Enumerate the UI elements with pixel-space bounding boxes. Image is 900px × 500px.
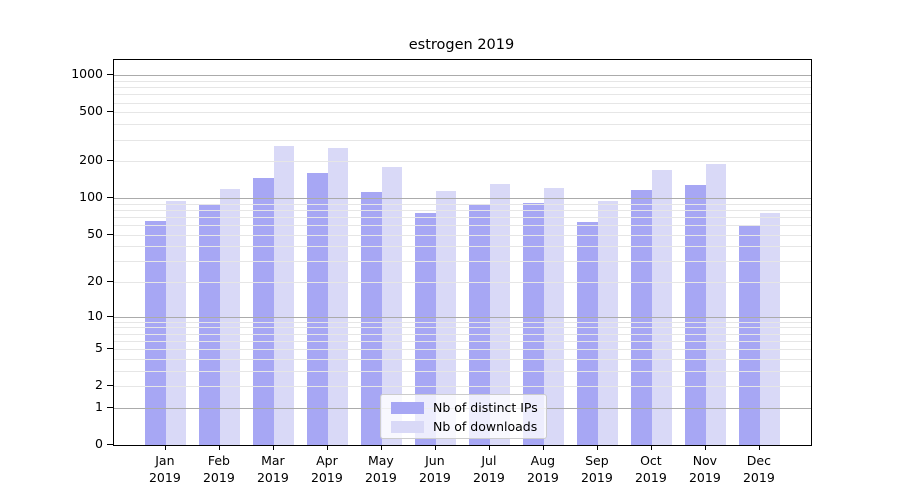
legend: Nb of distinct IPs Nb of downloads [380,394,547,439]
bar-downloads-mar [273,146,295,445]
bar-downloads-jun [435,191,457,445]
x-tick-label-mar: Mar 2019 [256,453,289,485]
bar-ips-oct [631,190,652,445]
y-tick-label-500: 500 [79,103,103,119]
x-tick-nov [704,445,706,450]
y-tick-label-1000: 1000 [71,66,103,82]
legend-label-downloads: Nb of downloads [433,419,538,434]
bar-ips-aug [523,202,544,445]
legend-row-downloads: Nb of downloads [391,419,546,435]
y-tick-2 [107,385,113,387]
x-tick-jul [488,445,490,450]
legend-row-distinct-ips: Nb of distinct IPs [391,400,546,416]
y-tick-10 [107,315,113,317]
legend-swatch-downloads [391,421,424,433]
bar-ips-apr [307,173,328,445]
x-tick-label-nov: Nov 2019 [688,453,721,485]
chart-title: estrogen 2019 [408,37,515,53]
x-tick-label-apr: Apr 2019 [310,453,343,485]
x-tick-oct [650,445,652,450]
x-tick-label-may: May 2019 [364,453,397,485]
y-tick-label-0: 0 [95,436,103,451]
x-tick-label-jan: Jan 2019 [148,453,181,485]
bar-ips-jul [469,204,490,445]
bar-downloads-apr [327,148,349,445]
y-tick-label-200: 200 [79,152,103,168]
y-tick-label-2: 2 [95,377,103,393]
y-tick-label-20: 20 [87,273,103,289]
x-tick-label-jun: Jun 2019 [418,453,451,485]
y-tick-label-1: 1 [95,398,103,414]
bar-ips-dec [739,225,760,445]
x-tick-label-aug: Aug 2019 [526,453,559,485]
y-tick-label-50: 50 [87,225,103,241]
bar-ips-may [361,192,382,445]
bar-downloads-sep [597,200,619,445]
plot-area: Nb of distinct IPs Nb of downloads [113,59,812,446]
bars-layer [114,60,811,445]
y-tick-label-10: 10 [87,307,103,323]
bar-downloads-dec [759,213,781,445]
bar-ips-feb [199,205,220,445]
y-tick-50 [107,233,113,235]
x-tick-apr [326,445,328,450]
legend-label-distinct-ips: Nb of distinct IPs [433,400,538,415]
y-tick-label-5: 5 [95,340,103,356]
x-tick-label-dec: Dec 2019 [742,453,775,485]
x-tick-aug [542,445,544,450]
x-tick-label-jul: Jul 2019 [472,453,505,485]
y-tick-100 [107,197,113,199]
y-tick-20 [107,281,113,283]
x-tick-sep [596,445,598,450]
bar-downloads-jul [489,184,511,445]
y-tick-label-100: 100 [79,189,103,205]
bar-downloads-nov [705,164,727,445]
x-tick-jun [434,445,436,450]
x-tick-feb [218,445,220,450]
y-tick-5 [107,348,113,350]
x-tick-mar [272,445,274,450]
y-tick-0 [107,444,113,445]
y-tick-500 [107,111,113,113]
x-tick-label-sep: Sep 2019 [580,453,613,485]
bar-downloads-oct [651,170,673,445]
y-tick-1 [107,406,113,408]
bar-downloads-feb [219,189,241,445]
y-tick-1000 [107,74,113,76]
bar-ips-sep [577,221,598,445]
y-tick-200 [107,160,113,162]
bar-ips-mar [253,178,274,445]
bar-ips-nov [685,184,706,445]
x-tick-dec [758,445,760,450]
bar-downloads-may [381,167,403,445]
x-tick-may [380,445,382,450]
x-tick-label-feb: Feb 2019 [202,453,235,485]
legend-swatch-distinct-ips [391,402,424,414]
x-tick-jan [164,445,166,450]
bar-ips-jan [145,220,166,445]
x-tick-label-oct: Oct 2019 [634,453,667,485]
bar-downloads-jan [165,200,187,445]
